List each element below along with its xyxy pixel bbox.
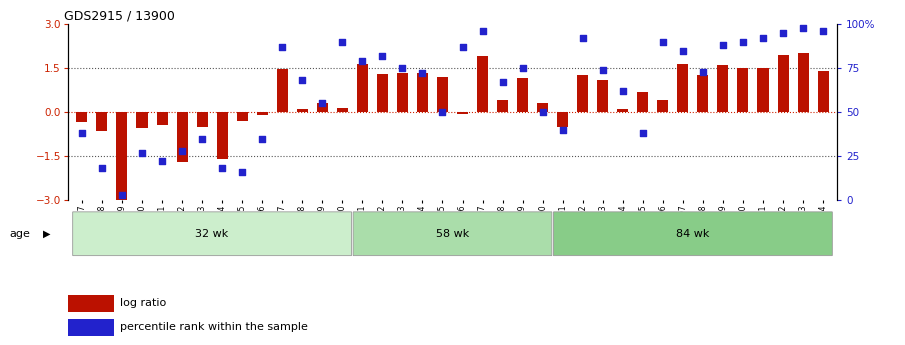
Point: [95, 166, 110, 171]
Bar: [68, 319, 114, 336]
Bar: [757, 68, 768, 112]
Bar: [236, 112, 248, 121]
Point: [615, 88, 630, 94]
Text: 84 wk: 84 wk: [676, 229, 710, 239]
Bar: [517, 78, 529, 112]
Text: 32 wk: 32 wk: [195, 229, 229, 239]
Bar: [738, 68, 748, 112]
Point: [595, 67, 610, 73]
Point: [495, 79, 510, 85]
Point: [135, 150, 149, 155]
Bar: [117, 112, 128, 200]
Bar: [677, 64, 689, 112]
Bar: [216, 112, 228, 159]
Point: [175, 148, 189, 154]
Point: [556, 127, 570, 132]
Bar: [718, 65, 729, 112]
Point: [676, 48, 691, 53]
Text: age: age: [9, 229, 30, 239]
Bar: [68, 295, 114, 312]
Point: [716, 42, 730, 48]
Point: [816, 28, 831, 34]
Bar: [317, 104, 328, 112]
Bar: [417, 72, 428, 112]
Bar: [577, 76, 588, 112]
Point: [756, 36, 770, 41]
Point: [736, 39, 750, 45]
Bar: [277, 69, 288, 112]
Bar: [176, 112, 187, 162]
Point: [435, 109, 450, 115]
Bar: [437, 77, 448, 112]
Text: 58 wk: 58 wk: [436, 229, 469, 239]
Point: [214, 166, 229, 171]
Point: [295, 78, 310, 83]
Bar: [157, 112, 167, 125]
Point: [376, 53, 390, 59]
Bar: [97, 112, 108, 131]
Bar: [557, 112, 568, 127]
Point: [195, 136, 209, 141]
Bar: [817, 71, 829, 112]
Bar: [297, 109, 308, 112]
Bar: [397, 72, 408, 112]
Bar: [597, 80, 608, 112]
Bar: [457, 112, 468, 114]
FancyBboxPatch shape: [72, 212, 351, 256]
Bar: [617, 109, 628, 112]
Point: [415, 71, 430, 76]
Point: [315, 101, 329, 106]
Point: [455, 44, 470, 50]
Point: [275, 44, 290, 50]
Bar: [137, 112, 148, 128]
Bar: [698, 76, 709, 112]
Point: [115, 192, 129, 198]
Bar: [657, 100, 669, 112]
Bar: [257, 112, 268, 115]
Point: [355, 58, 369, 64]
Bar: [337, 108, 348, 112]
Point: [395, 66, 410, 71]
Text: ▶: ▶: [43, 229, 50, 239]
Bar: [637, 91, 648, 112]
Point: [155, 159, 169, 164]
Point: [235, 169, 250, 175]
FancyBboxPatch shape: [353, 212, 552, 256]
Point: [635, 130, 650, 136]
Bar: [538, 104, 548, 112]
Text: GDS2915 / 13900: GDS2915 / 13900: [64, 10, 175, 23]
Point: [776, 30, 790, 36]
Point: [335, 39, 349, 45]
Text: log ratio: log ratio: [119, 298, 166, 308]
Text: percentile rank within the sample: percentile rank within the sample: [119, 323, 308, 333]
Bar: [497, 100, 508, 112]
Bar: [196, 112, 207, 127]
Point: [74, 130, 89, 136]
Bar: [76, 112, 88, 122]
Bar: [777, 55, 788, 112]
Point: [255, 136, 270, 141]
Bar: [376, 74, 388, 112]
Point: [655, 39, 670, 45]
Bar: [797, 53, 808, 112]
Bar: [477, 57, 488, 112]
Point: [696, 69, 710, 75]
Point: [515, 66, 529, 71]
Point: [475, 28, 490, 34]
Point: [576, 36, 590, 41]
FancyBboxPatch shape: [554, 212, 833, 256]
Bar: [357, 64, 367, 112]
Point: [795, 25, 810, 30]
Point: [536, 109, 550, 115]
